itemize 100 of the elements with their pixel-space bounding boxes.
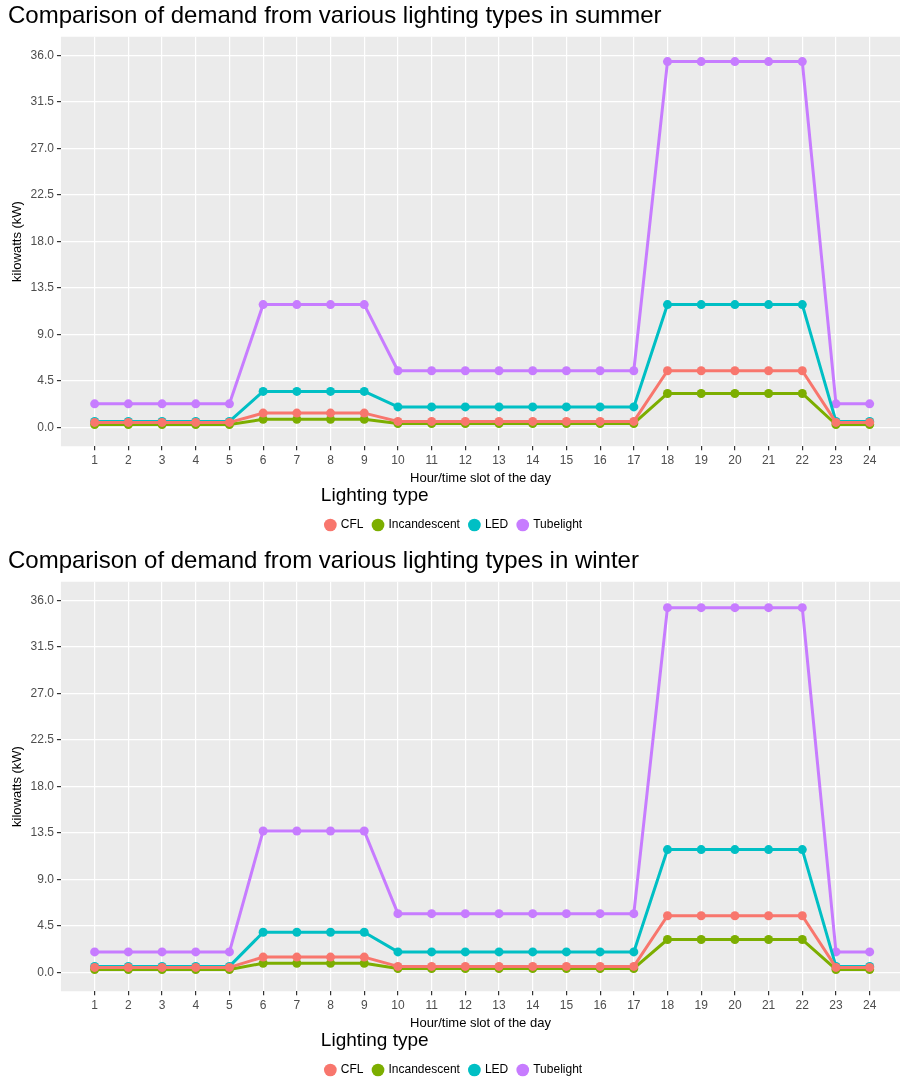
point bbox=[764, 300, 774, 310]
x-tick-label: 4 bbox=[192, 452, 200, 467]
point bbox=[662, 366, 672, 376]
point bbox=[797, 935, 807, 945]
point bbox=[730, 845, 740, 855]
legend-label: Incandescent bbox=[388, 517, 461, 532]
point bbox=[696, 603, 706, 613]
point bbox=[662, 603, 672, 613]
point bbox=[797, 57, 807, 67]
x-tick-label: 3 bbox=[158, 452, 166, 467]
point bbox=[359, 826, 369, 836]
point bbox=[427, 909, 437, 919]
x-tick-label: 4 bbox=[192, 997, 200, 1012]
y-tick-label: 13.5 bbox=[30, 825, 55, 840]
point bbox=[157, 399, 167, 409]
y-tick-label: 22.5 bbox=[30, 187, 55, 202]
x-tick-label: 7 bbox=[293, 997, 301, 1012]
y-tick-label: 36.0 bbox=[30, 592, 55, 607]
x-tick-label: 19 bbox=[694, 997, 709, 1012]
point bbox=[427, 366, 437, 376]
x-tick-label: 14 bbox=[526, 997, 540, 1012]
x-tick-label: 1 bbox=[91, 997, 99, 1012]
x-tick-label: 15 bbox=[559, 997, 574, 1012]
x-tick-label: 14 bbox=[526, 452, 540, 467]
point bbox=[460, 402, 470, 412]
point bbox=[359, 952, 369, 962]
point bbox=[797, 366, 807, 376]
point bbox=[359, 408, 369, 418]
x-tick-label: 16 bbox=[593, 452, 608, 467]
point bbox=[393, 366, 403, 376]
point bbox=[326, 300, 336, 310]
point bbox=[696, 388, 706, 398]
y-tick-label: 27.0 bbox=[30, 140, 55, 155]
point bbox=[561, 366, 571, 376]
x-tick-label: 17 bbox=[627, 997, 641, 1012]
x-tick-label: 6 bbox=[259, 452, 267, 467]
x-tick-label: 1 bbox=[91, 452, 99, 467]
y-tick-label: 0.0 bbox=[37, 419, 55, 434]
point bbox=[460, 366, 470, 376]
point bbox=[764, 845, 774, 855]
point bbox=[730, 603, 740, 613]
point bbox=[662, 845, 672, 855]
point bbox=[494, 909, 504, 919]
point bbox=[393, 402, 403, 412]
point bbox=[696, 911, 706, 921]
point bbox=[696, 366, 706, 376]
y-tick-label: 4.5 bbox=[37, 918, 55, 933]
x-tick-label: 11 bbox=[425, 997, 439, 1012]
point bbox=[292, 952, 302, 962]
x-tick-label: 13 bbox=[492, 452, 506, 467]
point bbox=[764, 911, 774, 921]
x-tick-label: 10 bbox=[391, 997, 405, 1012]
point bbox=[258, 927, 268, 937]
point bbox=[123, 399, 133, 409]
point bbox=[359, 927, 369, 937]
x-tick-label: 20 bbox=[728, 452, 742, 467]
point bbox=[326, 826, 336, 836]
point bbox=[494, 947, 504, 957]
point bbox=[258, 952, 268, 962]
x-tick-label: 5 bbox=[226, 452, 234, 467]
x-tick-label: 10 bbox=[391, 452, 405, 467]
y-tick-label: 31.5 bbox=[30, 639, 55, 654]
legend-label: CFL bbox=[340, 1062, 364, 1077]
point bbox=[427, 947, 437, 957]
x-tick-label: 24 bbox=[862, 997, 877, 1012]
x-tick-label: 18 bbox=[660, 997, 675, 1012]
legend-label: Tubelight bbox=[533, 517, 583, 532]
point bbox=[696, 845, 706, 855]
point bbox=[90, 947, 100, 957]
x-tick-label: 12 bbox=[458, 997, 473, 1012]
point bbox=[595, 366, 605, 376]
legend-label: LED bbox=[484, 1062, 509, 1077]
point bbox=[561, 402, 571, 412]
y-tick-label: 9.0 bbox=[37, 326, 55, 341]
chart-title: Comparison of demand from various lighting types in winter bbox=[8, 546, 639, 574]
x-tick-label: 22 bbox=[795, 997, 810, 1012]
point bbox=[696, 57, 706, 67]
point bbox=[764, 388, 774, 398]
x-axis-title: Hour/time slot of the day bbox=[410, 1014, 552, 1030]
point bbox=[730, 911, 740, 921]
y-axis-title: kilowatts (kW) bbox=[9, 201, 25, 282]
point bbox=[730, 57, 740, 67]
x-tick-label: 3 bbox=[158, 997, 166, 1012]
point bbox=[292, 300, 302, 310]
point bbox=[427, 402, 437, 412]
x-tick-label: 9 bbox=[360, 452, 368, 467]
x-tick-label: 8 bbox=[327, 997, 335, 1012]
point bbox=[662, 935, 672, 945]
point bbox=[326, 952, 336, 962]
point bbox=[528, 947, 538, 957]
point bbox=[292, 826, 302, 836]
x-tick-label: 20 bbox=[728, 997, 742, 1012]
point bbox=[730, 388, 740, 398]
point bbox=[696, 300, 706, 310]
point bbox=[595, 909, 605, 919]
point bbox=[460, 947, 470, 957]
point bbox=[662, 300, 672, 310]
point bbox=[662, 57, 672, 67]
y-axis-title: kilowatts (kW) bbox=[9, 746, 25, 827]
point bbox=[764, 603, 774, 613]
